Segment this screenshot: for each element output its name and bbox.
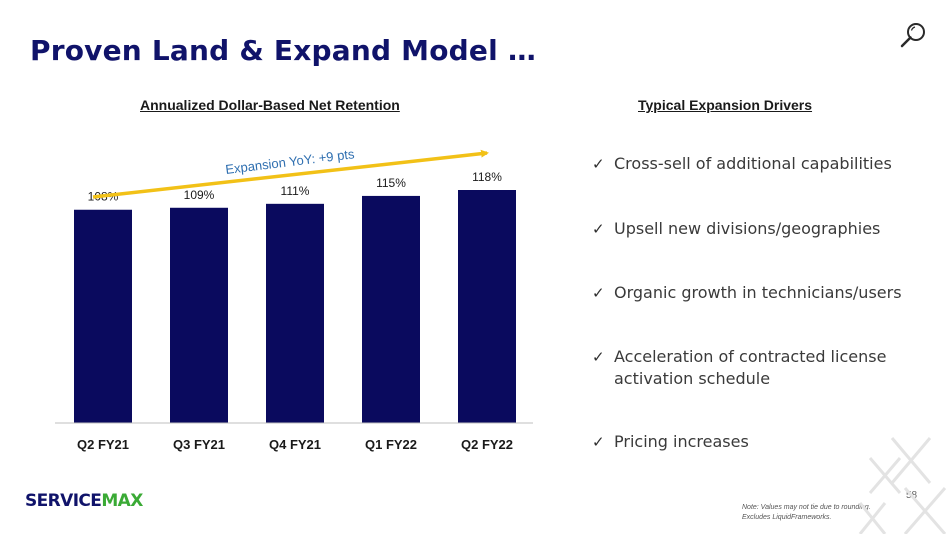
driver-item-text: Acceleration of contracted license activ… (614, 347, 887, 388)
x-tick-label: Q1 FY22 (365, 437, 417, 452)
expansion-annotation: Expansion YoY: +9 pts (225, 146, 356, 177)
driver-item-text: Cross-sell of additional capabilities (614, 154, 892, 173)
bar-q1-fy22 (362, 195, 420, 423)
driver-item-text: Organic growth in technicians/users (614, 283, 902, 302)
x-watermark-icon (858, 437, 947, 534)
footnote-line: Note: Values may not tie due to rounding… (742, 504, 871, 511)
check-icon: ✓ (592, 220, 605, 238)
check-icon: ✓ (592, 348, 605, 366)
check-icon: ✓ (592, 284, 605, 302)
expansion-arrow (92, 149, 489, 199)
x-tick-label: Q3 FY21 (173, 437, 225, 452)
logo-text-service: SERVICE (25, 491, 101, 510)
logo-text-max: MAX (101, 491, 143, 510)
chart-title: Annualized Dollar-Based Net Retention (140, 97, 400, 113)
footnote-line: Excludes LiquidFrameworks. (742, 514, 832, 521)
x-tick-label: Q2 FY22 (461, 437, 513, 452)
driver-item: ✓ Upsell new divisions/geographies (592, 218, 880, 240)
data-label: 111% (281, 184, 310, 198)
x-tick-label: Q4 FY21 (269, 437, 321, 452)
search-icon[interactable] (898, 20, 928, 50)
data-label: 109% (184, 188, 215, 202)
check-icon: ✓ (592, 155, 605, 173)
slide-title: Proven Land & Expand Model … (30, 34, 537, 67)
driver-item-text: Upsell new divisions/geographies (614, 219, 881, 238)
data-label: 118% (472, 170, 502, 184)
x-tick-label: Q2 FY21 (77, 437, 129, 452)
driver-item: ✓ Pricing increases (592, 431, 749, 453)
bar-q4-fy21 (266, 203, 324, 423)
driver-item: ✓ Organic growth in technicians/users (592, 282, 902, 304)
bar-q2-fy21 (74, 209, 132, 423)
driver-item: ✓ Cross-sell of additional capabilities (592, 153, 892, 175)
driver-item: ✓ Acceleration of contracted license act… (592, 346, 894, 390)
bar-q3-fy21 (170, 207, 228, 423)
data-label: 115% (376, 176, 406, 190)
bar-q2-fy22 (458, 190, 516, 423)
driver-item-text: Pricing increases (614, 432, 749, 451)
drivers-title: Typical Expansion Drivers (638, 97, 813, 113)
check-icon: ✓ (592, 433, 605, 451)
servicemax-logo[interactable]: SERVICEMAX (25, 488, 155, 510)
footnote: Note: Values may not tie due to rounding… (742, 503, 871, 523)
svg-text:SERVICEMAX: SERVICEMAX (25, 491, 143, 510)
